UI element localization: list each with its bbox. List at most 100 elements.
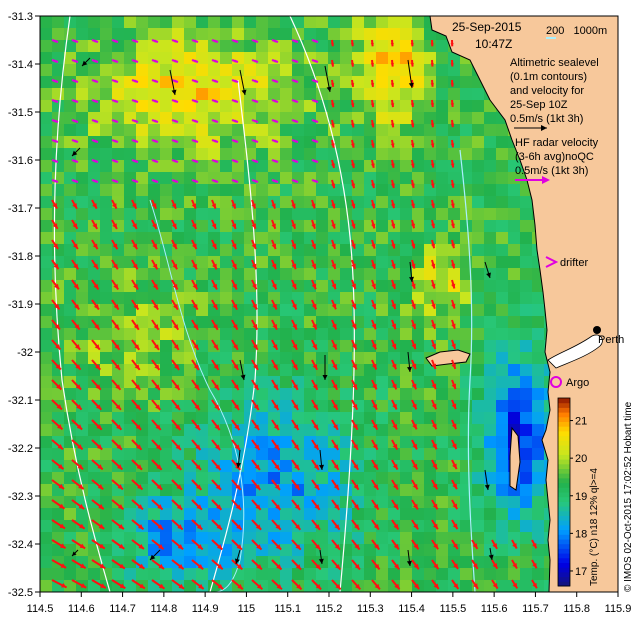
current-arrow-head — [311, 283, 317, 290]
current-arrow-head — [53, 243, 59, 249]
sst-cell — [520, 568, 533, 581]
sst-cell — [484, 304, 497, 317]
sst-cell — [328, 484, 341, 497]
bathymetry-contours — [53, 16, 476, 592]
sst-cell — [388, 136, 401, 149]
radar-arrow-head — [154, 99, 158, 103]
current-arrow-head — [273, 404, 279, 410]
current-arrow-head — [450, 43, 454, 47]
radar-arrow-head — [254, 79, 258, 83]
sst-cell — [40, 340, 53, 353]
sst-cell — [496, 280, 509, 293]
current-arrow-head — [78, 484, 84, 490]
current-arrow-head — [119, 563, 125, 569]
sst-cell — [340, 208, 353, 221]
sst-cell — [148, 520, 161, 533]
current-arrow-head — [136, 464, 142, 470]
sst-cell — [64, 112, 77, 125]
current-arrow-head — [432, 443, 437, 450]
black-velocity-vectors — [71, 57, 494, 567]
colorbar-swatch — [558, 421, 570, 427]
sst-cell — [148, 352, 161, 365]
current-arrow-head — [370, 163, 375, 168]
sst-cell — [124, 256, 137, 269]
radar-legend-line-2: (3-6h avg)noQC — [515, 151, 594, 163]
sst-cell — [196, 412, 209, 425]
sst-cell — [364, 76, 377, 89]
sst-cell — [208, 520, 221, 533]
sst-cell — [472, 136, 485, 149]
sst-cell — [400, 412, 413, 425]
current-arrow-head — [256, 564, 262, 570]
radar-arrow-head — [74, 139, 78, 143]
radar-arrow-head — [154, 59, 158, 63]
sst-cell — [232, 160, 245, 173]
radar-arrow-head — [234, 119, 238, 123]
sst-cell — [412, 208, 425, 221]
sst-cell — [148, 292, 161, 305]
current-arrow-head — [371, 203, 376, 209]
sst-cell — [352, 472, 365, 485]
current-arrow-head — [73, 283, 79, 290]
sst-cell — [304, 580, 317, 592]
current-arrow-head — [233, 384, 239, 390]
sst-cell — [40, 112, 53, 125]
sst-cell — [448, 88, 461, 101]
current-arrow-head — [214, 424, 220, 430]
sst-cell — [520, 412, 533, 425]
colorbar-swatch — [558, 459, 570, 465]
sst-cell — [208, 100, 221, 113]
sst-cell — [196, 304, 209, 317]
current-arrow-head — [96, 424, 102, 430]
sst-cell — [208, 88, 221, 101]
sst-cell — [484, 388, 497, 401]
sst-cell — [280, 388, 293, 401]
current-arrow-head — [371, 223, 376, 229]
sst-cell — [340, 16, 353, 29]
sst-cell — [364, 448, 377, 461]
sst-cell — [352, 568, 365, 581]
current-arrow-head — [294, 504, 300, 510]
sst-cell — [448, 160, 461, 173]
sst-cell — [388, 16, 401, 29]
sst-cell — [304, 460, 317, 473]
altimetry-arrow-head — [322, 375, 328, 380]
sst-cell — [100, 388, 113, 401]
current-arrow-head — [114, 364, 120, 370]
sst-cell — [40, 412, 53, 425]
sst-cell — [52, 64, 65, 77]
sst-cell — [460, 160, 473, 173]
sst-cell — [412, 52, 425, 65]
sst-cell — [172, 160, 185, 173]
sst-cell — [340, 292, 353, 305]
sst-cell — [280, 568, 293, 581]
sst-cell — [340, 400, 353, 413]
sst-cell — [292, 400, 305, 413]
sst-cell — [136, 520, 149, 533]
sst-cell — [364, 208, 377, 221]
sst-cell — [376, 196, 389, 209]
sst-cell — [136, 148, 149, 161]
sst-cell — [256, 52, 269, 65]
sst-cell — [64, 316, 77, 329]
sst-cell — [496, 232, 509, 245]
sst-cell — [280, 124, 293, 137]
sst-cell — [232, 568, 245, 581]
current-arrow-head — [512, 543, 517, 549]
current-arrow-head — [73, 263, 79, 270]
sst-cell — [196, 280, 209, 293]
sst-cell — [304, 136, 317, 149]
sst-cell — [520, 352, 533, 365]
sst-cell — [316, 436, 329, 449]
radar-arrow-head — [314, 79, 318, 83]
sst-cell — [364, 268, 377, 281]
sst-cell — [448, 508, 461, 521]
sst-cell — [136, 352, 149, 365]
current-arrow-head — [532, 582, 537, 589]
sst-cell — [196, 520, 209, 533]
sst-cell — [232, 52, 245, 65]
sst-cell — [64, 580, 77, 592]
sst-cell — [280, 364, 293, 377]
sst-cell — [76, 184, 89, 197]
sst-cell — [88, 208, 101, 221]
